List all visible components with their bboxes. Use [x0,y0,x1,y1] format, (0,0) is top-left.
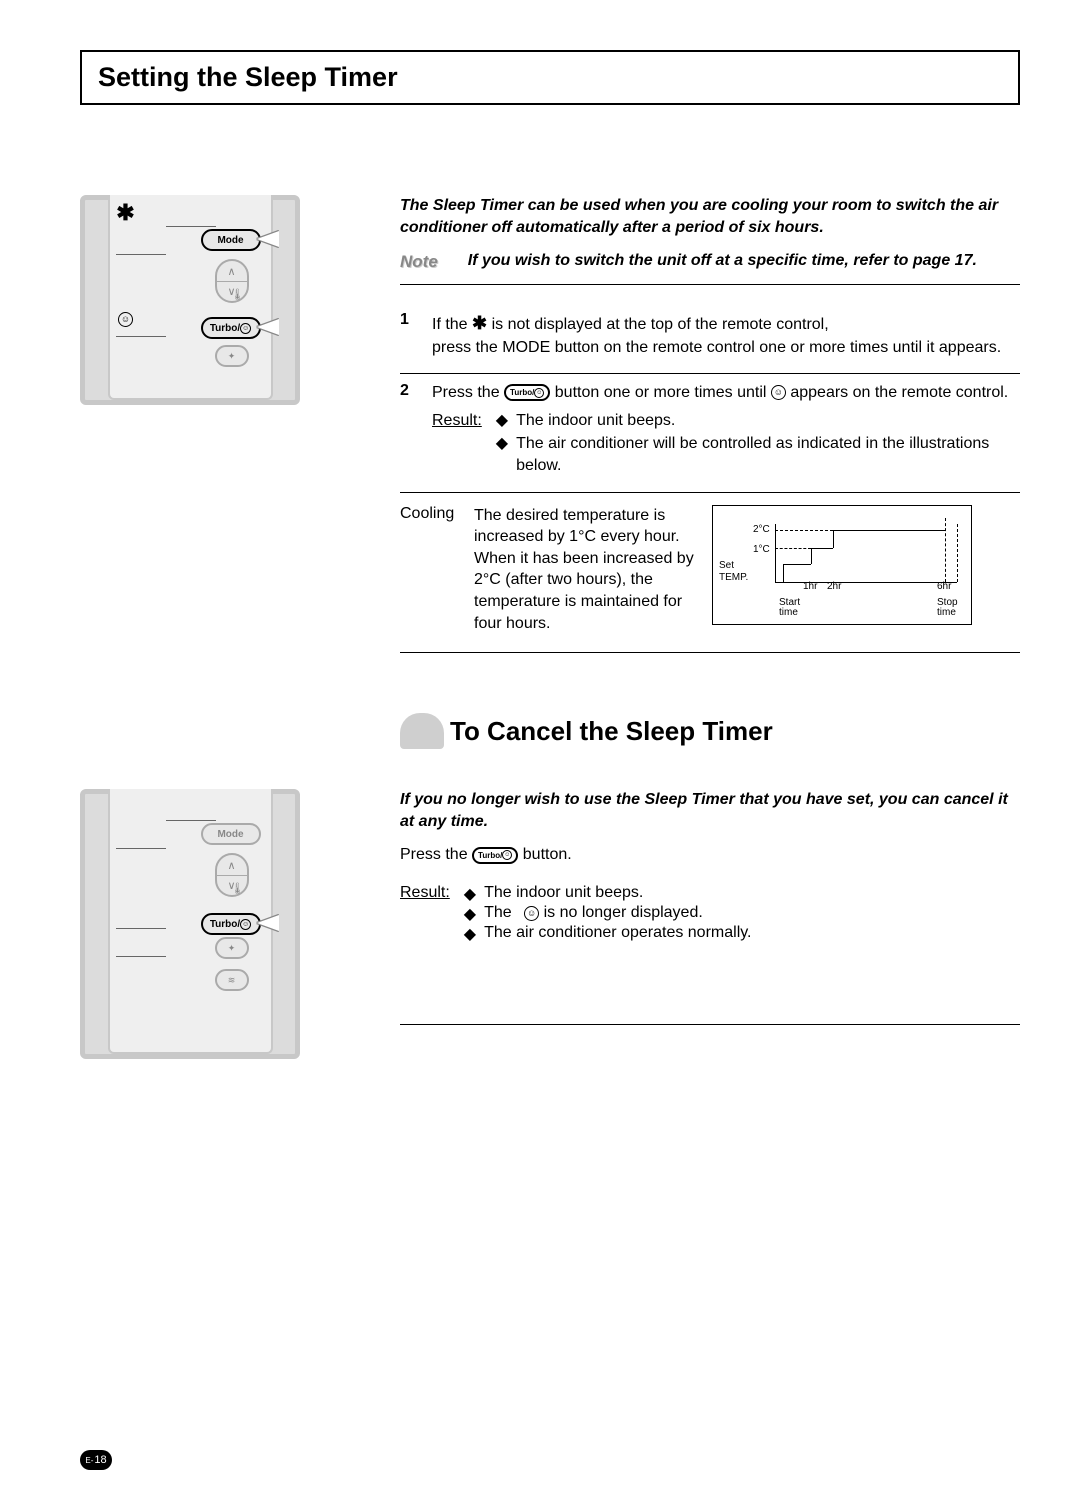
step-1: 1 If the ✱ is not displayed at the top o… [400,303,1020,374]
mode-button: Mode [201,823,261,845]
turbo-sleep-icon: Turbo/☺ [472,847,518,864]
cooling-row: Cooling The desired temperature is incre… [400,493,1020,654]
swing-button: ✦ [215,937,249,959]
step-text: is not displayed at the top of the remot… [492,316,829,333]
snowflake-icon: ✱ [472,313,487,333]
turbo-sleep-button: Turbo/☺ [201,913,261,935]
temperature-graph: 2°C 1°C Set TEMP. 1hr [712,505,972,625]
turbo-sleep-icon: Turbo/☺ [504,384,550,401]
page-number: E-18 [80,1450,112,1470]
remote-illustration-2: Mode ∧∨ 🌡 Turbo/☺ ✦ ≋ [80,789,300,1059]
intro-text: The Sleep Timer can be used when you are… [400,195,1020,238]
result-bullets: ◆The indoor unit beeps. ◆The air conditi… [496,410,1020,477]
mode-button: Mode [201,229,261,251]
flow-button: ≋ [215,969,249,991]
cooling-text: The desired temperature is increased by … [474,505,694,635]
remote-illustration-1: ✱ Mode ∧∨ 🌡 ☺ [80,195,300,405]
step-number: 1 [400,311,414,359]
sleep-icon: ☺ [524,906,539,921]
pointer-arrow-icon [257,319,279,335]
press-text: Press the [400,846,472,863]
step-2: 2 Press the Turbo/☺ button one or more t… [400,374,1020,493]
sleep-icon: ☺ [771,385,786,400]
step-text: If the [432,316,472,333]
step-number: 2 [400,382,414,478]
swing-button: ✦ [215,345,249,367]
pointer-arrow-icon [257,915,279,931]
note-label: Note [400,252,438,272]
press-text: button. [523,846,572,863]
section-sleep-timer: ✱ Mode ∧∨ 🌡 ☺ [80,195,1020,779]
temp-up-down-button: ∧∨ 🌡 [215,259,249,303]
pointer-arrow-icon [257,231,279,247]
result-label: Result: [400,884,450,944]
accent-shape [400,713,444,749]
step-text: button one or more times until [555,384,771,401]
snowflake-icon: ✱ [116,199,136,227]
result-label: Result: [432,410,482,477]
page-title: Setting the Sleep Timer [98,62,1002,93]
subheading: To Cancel the Sleep Timer [450,716,773,747]
subheading-row: To Cancel the Sleep Timer [400,713,1020,749]
note-text: If you wish to switch the unit off at a … [468,252,977,272]
intro-text: If you no longer wish to use the Sleep T… [400,789,1020,832]
note-row: Note If you wish to switch the unit off … [400,252,1020,285]
turbo-sleep-button: Turbo/☺ [201,317,261,339]
thermometer-icon: 🌡 [231,882,245,895]
thermometer-icon: 🌡 [231,288,245,301]
step-text: appears on the remote control. [790,384,1008,401]
section-cancel-timer: Mode ∧∨ 🌡 Turbo/☺ ✦ ≋ [80,789,1020,1059]
title-bar: Setting the Sleep Timer [80,50,1020,105]
temp-up-down-button: ∧∨ 🌡 [215,853,249,897]
step-text: press the MODE button on the remote cont… [432,339,1001,356]
cooling-label: Cooling [400,505,456,635]
step-text: Press the [432,384,504,401]
result-bullets: ◆The indoor unit beeps. ◆The ☺ is no lon… [464,884,752,944]
